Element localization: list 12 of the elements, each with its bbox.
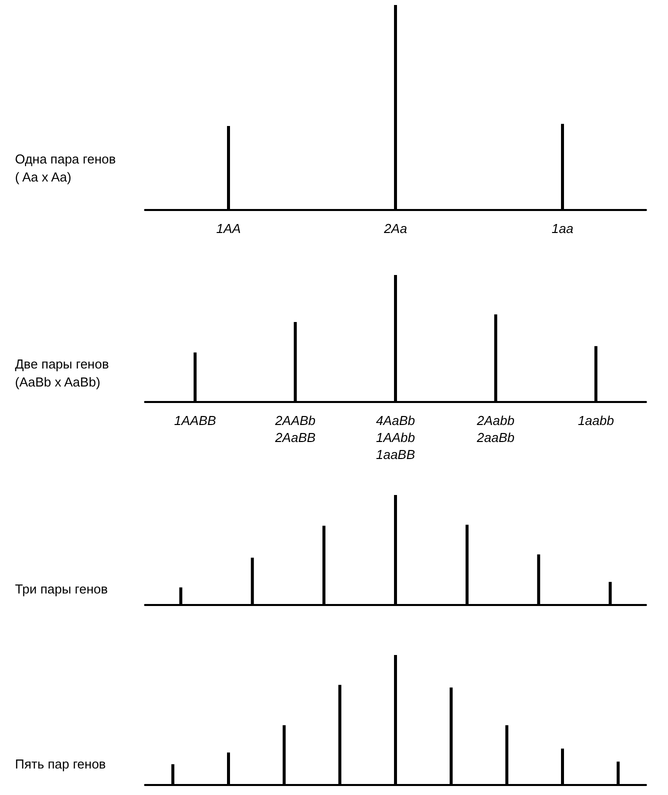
text: Три пары генов	[15, 582, 108, 596]
x-tick-label: 1aabb	[578, 413, 614, 428]
x-tick-label: 1AA	[216, 221, 241, 236]
x-tick-label: 2AABb 2AaBB	[274, 413, 316, 445]
x-tick-label: 2Aa	[382, 221, 408, 236]
x-tick-label: 4AaBb 1AAbb 1aaBB	[376, 413, 416, 462]
text: Одна пара генов ( Aa x Aa)	[15, 152, 116, 184]
x-tick-label: 1aa	[552, 221, 574, 236]
text: Пять пар генов	[15, 756, 106, 772]
text: Две пары генов (AaBb x AaBb)	[15, 356, 109, 390]
x-tick-label: 2Aabb 2aaBb	[476, 413, 514, 445]
x-tick-label: 1AABB	[174, 413, 216, 428]
